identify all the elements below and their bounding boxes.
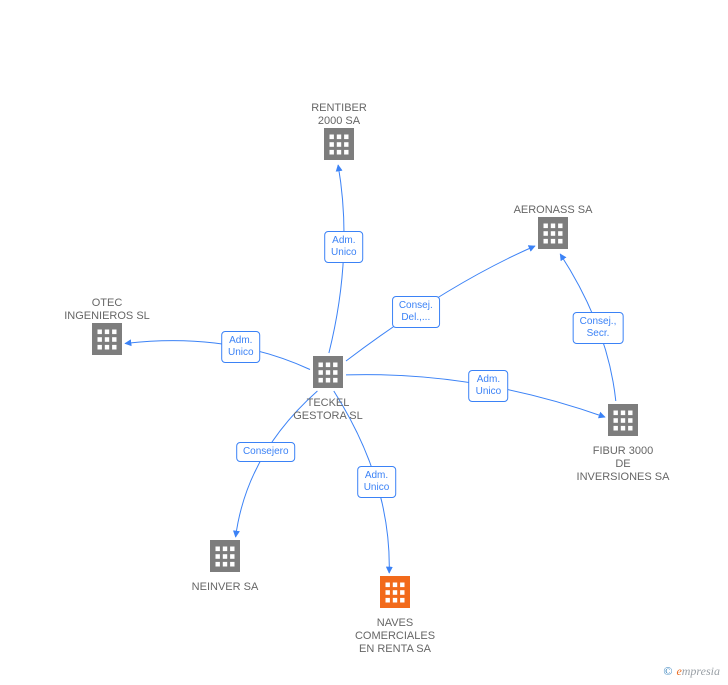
building-icon [92, 323, 122, 360]
edge-label-e2: Consej. Del.,... [392, 296, 440, 328]
node-teckel[interactable]: TECKEL GESTORA SL [258, 356, 398, 423]
edge-label-e3: Adm. Unico [469, 370, 509, 402]
brand-rest: mpresia [682, 664, 720, 678]
node-rentiber[interactable]: RENTIBER 2000 SA [269, 98, 409, 165]
watermark: ©empresia [663, 664, 720, 679]
building-icon [380, 576, 410, 613]
edge-label-e4: Adm. Unico [357, 466, 397, 498]
node-label: NEINVER SA [155, 581, 295, 594]
node-label: OTEC INGENIEROS SL [37, 297, 177, 323]
node-label: NAVES COMERCIALES EN RENTA SA [325, 617, 465, 656]
building-icon [608, 404, 638, 441]
edge-label-e7: Consej., Secr. [573, 312, 624, 344]
edge-e2 [346, 246, 535, 361]
diagram-stage: TECKEL GESTORA SL RENTIBER 2000 SA AERONA… [0, 0, 728, 685]
edge-label-e6: Adm. Unico [221, 331, 261, 363]
node-fibur[interactable]: FIBUR 3000 DE INVERSIONES SA [553, 404, 693, 484]
edge-label-e5: Consejero [236, 442, 296, 462]
node-aeronass[interactable]: AERONASS SA [483, 200, 623, 254]
node-otec[interactable]: OTEC INGENIEROS SL [37, 293, 177, 360]
node-label: AERONASS SA [483, 204, 623, 217]
building-icon [538, 217, 568, 254]
node-neinver[interactable]: NEINVER SA [155, 540, 295, 594]
copyright-symbol: © [663, 664, 672, 678]
building-icon [313, 356, 343, 393]
node-label: FIBUR 3000 DE INVERSIONES SA [553, 445, 693, 484]
edge-label-e1: Adm. Unico [324, 231, 364, 263]
building-icon [210, 540, 240, 577]
building-icon [324, 128, 354, 165]
node-naves[interactable]: NAVES COMERCIALES EN RENTA SA [325, 576, 465, 656]
node-label: TECKEL GESTORA SL [258, 397, 398, 423]
node-label: RENTIBER 2000 SA [269, 102, 409, 128]
